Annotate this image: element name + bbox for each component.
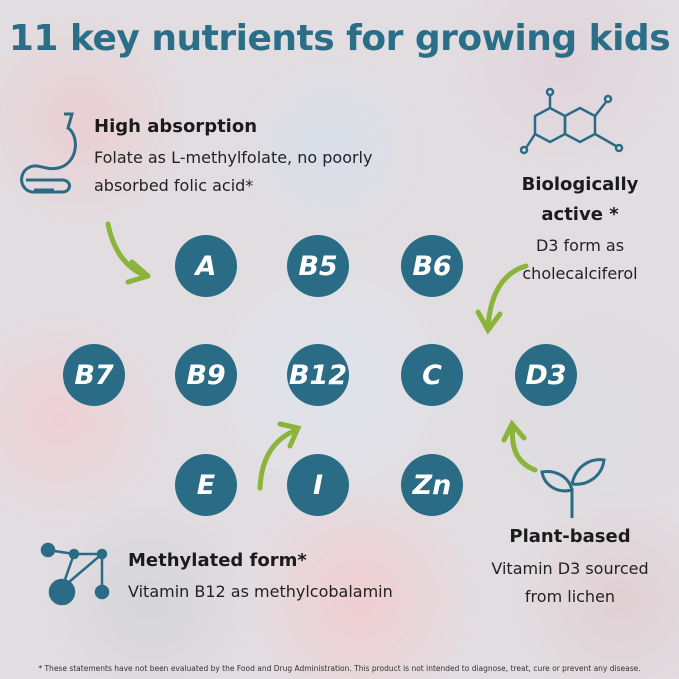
stomach-icon bbox=[20, 112, 77, 194]
nutrient-zn: Zn bbox=[401, 454, 463, 516]
nutrient-b6: B6 bbox=[401, 235, 463, 297]
active-heading-2: active * bbox=[541, 204, 619, 225]
plant-line1: Vitamin D3 sourced bbox=[491, 559, 649, 578]
nutrient-e: E bbox=[175, 454, 237, 516]
active-line2: cholecalciferol bbox=[522, 264, 638, 283]
plant-heading: Plant-based bbox=[509, 526, 631, 547]
absorption-line1: Folate as L-methylfolate, no poorly bbox=[94, 148, 373, 167]
active-heading-1: Biologically bbox=[521, 174, 639, 195]
absorption-heading: High absorption bbox=[94, 116, 258, 137]
sprout-icon bbox=[540, 458, 606, 518]
methylated-heading: Methylated form* bbox=[128, 550, 307, 571]
nutrient-b9: B9 bbox=[175, 344, 237, 406]
methylated-line1: Vitamin B12 as methylcobalamin bbox=[128, 582, 393, 601]
nutrient-b12: B12 bbox=[287, 344, 349, 406]
footnote: * These statements have not been evaluat… bbox=[38, 664, 641, 673]
nutrient-c: C bbox=[401, 344, 463, 406]
nutrient-a: A bbox=[175, 235, 237, 297]
nutrient-b5: B5 bbox=[287, 235, 349, 297]
nutrient-i: I bbox=[287, 454, 349, 516]
nutrient-d3: D3 bbox=[515, 344, 577, 406]
absorption-line2: absorbed folic acid* bbox=[94, 176, 254, 195]
plant-line2: from lichen bbox=[524, 587, 616, 606]
nutrient-b7: B7 bbox=[63, 344, 125, 406]
molecule-nodes-icon bbox=[40, 542, 110, 606]
molecule-icon bbox=[519, 87, 624, 155]
page-title: 11 key nutrients for growing kids bbox=[8, 18, 671, 59]
active-line1: D3 form as bbox=[535, 236, 625, 255]
